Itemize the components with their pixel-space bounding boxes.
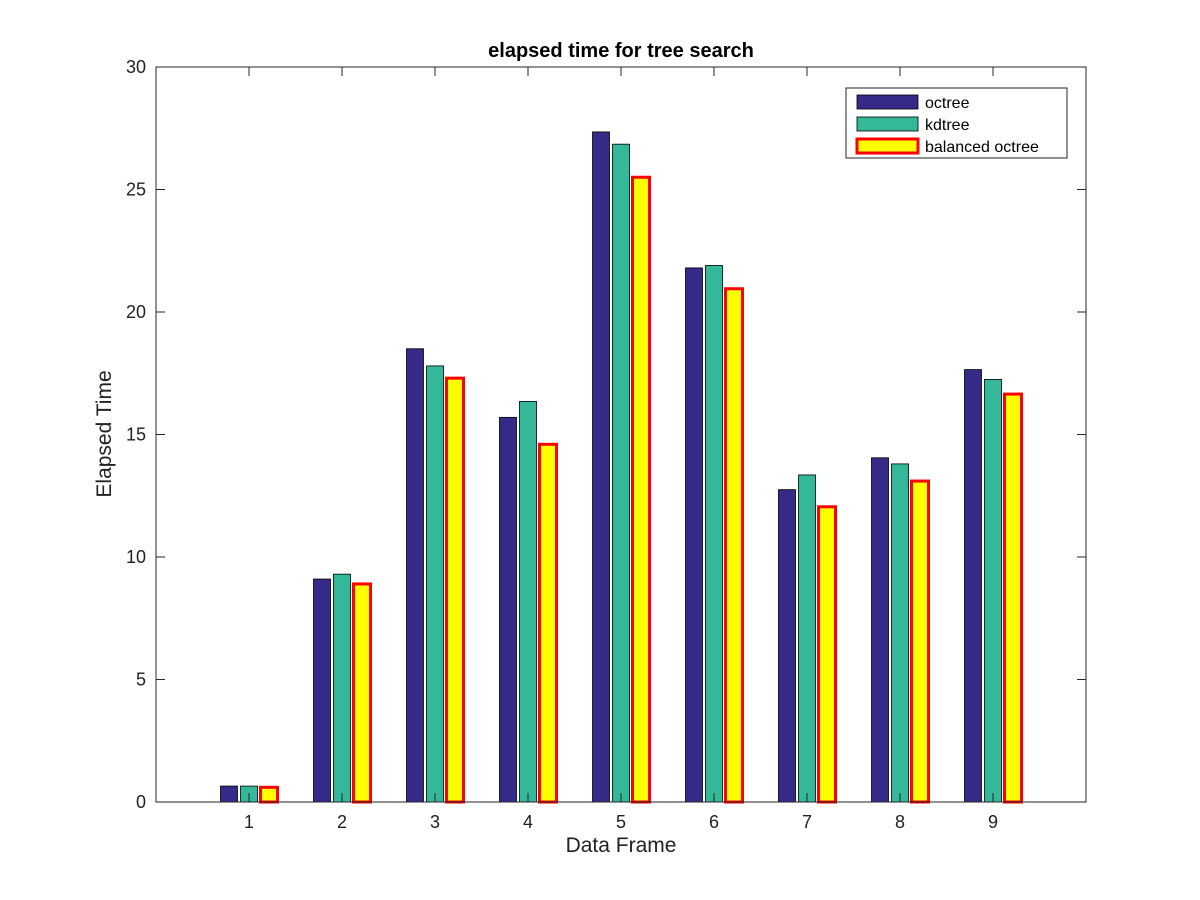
bar-series-2-frame-5 bbox=[612, 143, 630, 803]
bar-series-3-frame-8 bbox=[910, 479, 930, 804]
x-tick-label: 4 bbox=[523, 812, 533, 832]
x-tick-label: 3 bbox=[430, 812, 440, 832]
legend-label-2: kdtree bbox=[925, 117, 970, 134]
y-tick-label: 5 bbox=[136, 670, 146, 690]
legend: octree kdtree balanced octree bbox=[845, 87, 1068, 159]
bar-series-1-frame-7 bbox=[778, 489, 796, 803]
bar-series-3-frame-4 bbox=[538, 442, 558, 804]
x-tick-label: 7 bbox=[802, 812, 812, 832]
legend-swatch-1 bbox=[856, 94, 919, 110]
x-tick-label: 6 bbox=[709, 812, 719, 832]
bar-series-2-frame-3 bbox=[426, 365, 444, 803]
bar-series-2-frame-7 bbox=[798, 474, 816, 803]
bar-series-1-frame-3 bbox=[406, 348, 424, 803]
bar-series-2-frame-4 bbox=[519, 401, 537, 803]
bar-series-1-frame-5 bbox=[592, 131, 610, 803]
y-tick-label: 25 bbox=[126, 180, 146, 200]
bar-series-2-frame-2 bbox=[333, 573, 351, 803]
y-axis-title: Elapsed Time bbox=[93, 370, 116, 497]
x-tick-label: 8 bbox=[895, 812, 905, 832]
legend-swatch-2 bbox=[856, 116, 919, 132]
y-tick-label: 20 bbox=[126, 302, 146, 322]
bar-series-3-frame-7 bbox=[817, 505, 837, 804]
bar-series-3-frame-9 bbox=[1003, 392, 1023, 804]
bar-series-1-frame-2 bbox=[313, 578, 331, 803]
bar-series-3-frame-2 bbox=[352, 582, 372, 804]
legend-swatch-3 bbox=[855, 137, 920, 155]
bars-layer bbox=[220, 131, 1023, 804]
bar-series-1-frame-6 bbox=[685, 267, 703, 803]
bar-series-3-frame-6 bbox=[724, 287, 744, 804]
y-tick-label: 0 bbox=[136, 792, 146, 812]
x-tick-label: 1 bbox=[244, 812, 254, 832]
chart-title: elapsed time for tree search bbox=[488, 40, 754, 62]
bar-series-2-frame-8 bbox=[891, 463, 909, 803]
bar-series-3-frame-3 bbox=[445, 376, 465, 804]
x-tick-label: 9 bbox=[988, 812, 998, 832]
bar-series-1-frame-4 bbox=[499, 416, 517, 803]
bar-series-2-frame-9 bbox=[984, 378, 1002, 803]
x-axis-title: Data Frame bbox=[566, 834, 677, 857]
bar-series-1-frame-9 bbox=[964, 369, 982, 803]
bar-series-3-frame-5 bbox=[631, 175, 651, 804]
legend-label-3: balanced octree bbox=[925, 139, 1039, 156]
bar-series-2-frame-6 bbox=[705, 265, 723, 803]
bar-series-1-frame-1 bbox=[220, 785, 238, 803]
bar-series-3-frame-1 bbox=[259, 785, 279, 804]
y-tick-label: 30 bbox=[126, 57, 146, 77]
y-tick-label: 10 bbox=[126, 547, 146, 567]
ticks-layer: 0 5 10 15 20 25 30 1 2 3 4 5 6 7 8 9 bbox=[126, 57, 1086, 832]
bar-series-1-frame-8 bbox=[871, 457, 889, 803]
x-tick-label: 2 bbox=[337, 812, 347, 832]
x-tick-label: 5 bbox=[616, 812, 626, 832]
y-tick-label: 15 bbox=[126, 425, 146, 445]
legend-label-1: octree bbox=[925, 95, 970, 112]
